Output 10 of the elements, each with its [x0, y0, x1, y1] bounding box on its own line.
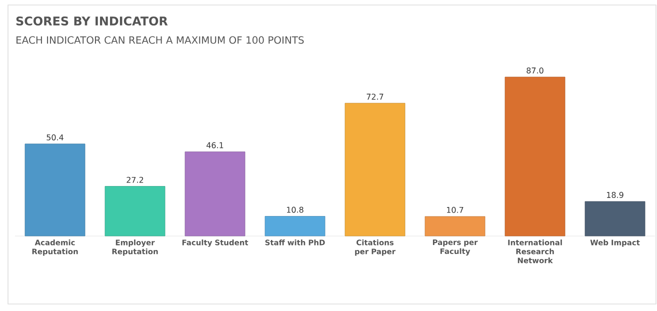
bar [504, 76, 566, 236]
chart-subtitle: EACH INDICATOR CAN REACH A MAXIMUM OF 100 POINTS [16, 36, 304, 44]
bar [584, 201, 646, 236]
bar [264, 216, 326, 236]
bar [24, 144, 86, 236]
bar [104, 186, 166, 236]
chart-title: SCORES BY INDICATOR [16, 16, 168, 26]
bar [184, 152, 246, 236]
bar [344, 102, 406, 236]
bar [424, 216, 486, 236]
